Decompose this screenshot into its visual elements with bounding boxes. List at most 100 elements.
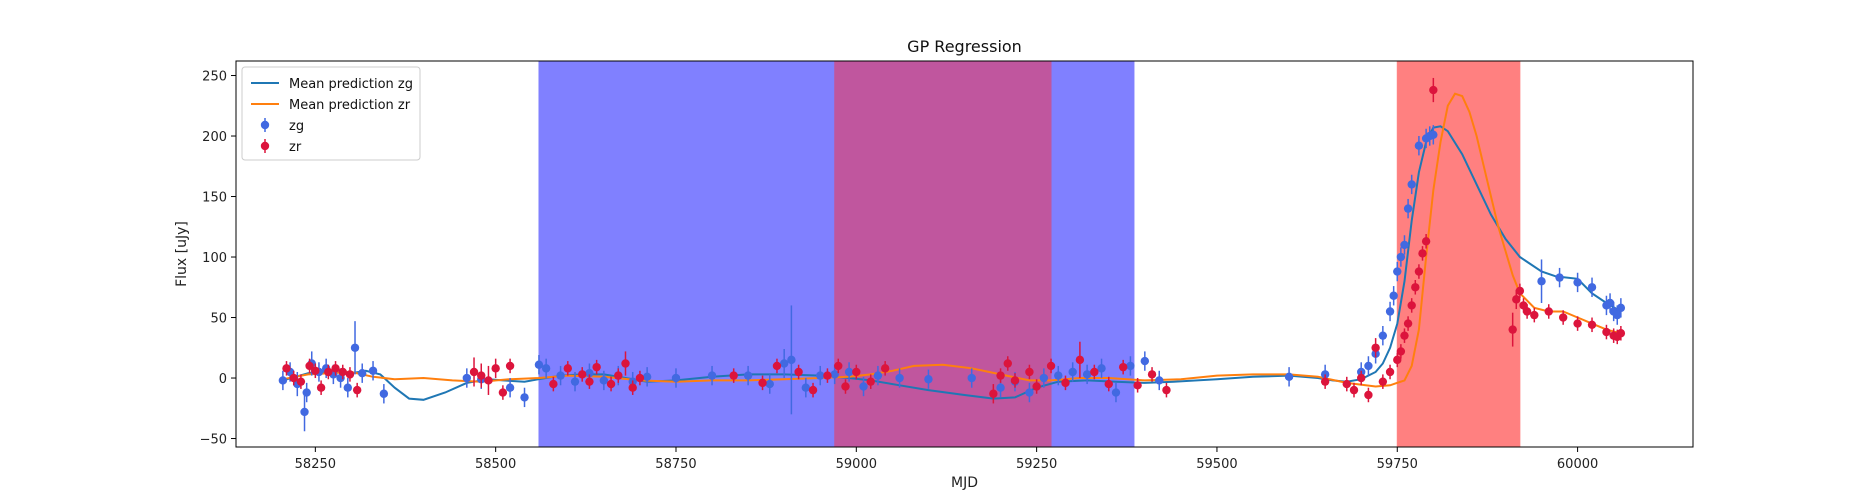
point-3-73 — [1515, 286, 1525, 296]
point-2-21 — [556, 371, 565, 380]
point-2-42 — [967, 373, 976, 383]
point-3-84 — [1616, 329, 1626, 338]
point-3-62 — [1396, 347, 1406, 356]
point-3-43 — [1032, 382, 1041, 391]
x-tick-label-60000: 60000 — [1557, 457, 1598, 472]
point-3-69 — [1421, 237, 1431, 246]
point-3-58 — [1371, 343, 1380, 352]
point-3-14 — [491, 364, 500, 373]
point-2-24 — [599, 376, 609, 385]
point-3-18 — [563, 364, 572, 373]
point-3-77 — [1544, 307, 1553, 316]
point-3-44 — [1046, 361, 1056, 371]
point-3-70 — [1429, 85, 1438, 95]
point-3-19 — [578, 370, 587, 379]
point-2-72 — [1537, 277, 1546, 286]
y-tick-label-50: 50 — [210, 312, 227, 327]
point-3-11 — [469, 367, 479, 377]
point-3-49 — [1118, 362, 1128, 372]
point-2-68 — [1414, 141, 1424, 150]
point-3-35 — [852, 367, 861, 377]
y-tick-label-200: 200 — [202, 130, 227, 145]
y-axis-label: Flux [uJy] — [174, 221, 190, 287]
point-2-55 — [1284, 372, 1294, 382]
point-3-40 — [1003, 359, 1012, 368]
point-3-55 — [1349, 385, 1359, 395]
y-tick-label-0: 0 — [219, 372, 227, 387]
point-2-77 — [1605, 298, 1615, 308]
point-3-79 — [1573, 319, 1582, 328]
point-3-81 — [1602, 327, 1611, 337]
point-2-37 — [844, 367, 854, 377]
point-3-22 — [606, 379, 616, 389]
x-tick-label-59500: 59500 — [1196, 457, 1237, 472]
point-2-17 — [505, 383, 515, 392]
point-3-13 — [484, 376, 493, 385]
point-2-32 — [779, 359, 789, 368]
point-3-31 — [808, 385, 818, 395]
point-3-50 — [1133, 381, 1142, 390]
point-2-45 — [1025, 388, 1034, 397]
point-3-26 — [635, 373, 645, 383]
point-3-37 — [880, 364, 890, 373]
point-3-3 — [305, 361, 314, 371]
y-tick-label--50: −50 — [200, 433, 227, 448]
point-3-65 — [1407, 301, 1416, 310]
point-3-46 — [1075, 355, 1085, 365]
point-2-28 — [671, 373, 681, 383]
x-tick-label-58250: 58250 — [295, 457, 336, 472]
point-2-74 — [1573, 278, 1582, 287]
point-3-60 — [1385, 367, 1395, 377]
point-2-49 — [1082, 370, 1092, 379]
point-3-71 — [1508, 325, 1517, 334]
point-3-66 — [1411, 283, 1420, 292]
point-series-3 — [282, 77, 1626, 404]
point-3-0 — [282, 364, 291, 373]
point-3-52 — [1162, 385, 1171, 395]
point-2-47 — [1054, 371, 1063, 380]
point-2-66 — [1403, 204, 1413, 213]
point-3-28 — [758, 378, 767, 388]
shaded-region-2 — [1396, 60, 1521, 448]
point-3-75 — [1522, 307, 1532, 316]
point-2-0 — [278, 376, 288, 385]
x-tick-label-59250: 59250 — [1016, 457, 1057, 472]
point-3-24 — [621, 359, 630, 368]
point-3-1 — [289, 373, 298, 383]
point-2-62 — [1389, 291, 1398, 300]
point-3-36 — [866, 377, 875, 386]
legend-label-zr-points: zr — [289, 140, 302, 155]
point-2-73 — [1555, 273, 1564, 282]
shaded-region-1 — [834, 60, 1052, 448]
point-3-23 — [614, 371, 623, 380]
point-3-38 — [989, 389, 998, 398]
point-2-38 — [859, 382, 868, 391]
point-2-67 — [1407, 180, 1416, 189]
point-2-20 — [541, 364, 551, 373]
point-3-9 — [345, 370, 355, 379]
point-2-14 — [379, 389, 389, 398]
point-2-53 — [1140, 356, 1150, 366]
x-axis-label: MJD — [951, 475, 978, 491]
point-3-45 — [1061, 378, 1070, 388]
line-series-1 — [282, 92, 1622, 388]
point-3-59 — [1378, 377, 1388, 386]
point-2-30 — [743, 371, 753, 380]
point-2-61 — [1385, 307, 1395, 316]
point-3-17 — [549, 379, 558, 389]
y-tick-label-250: 250 — [202, 70, 227, 85]
point-2-40 — [895, 373, 904, 383]
point-3-63 — [1400, 331, 1409, 340]
point-3-10 — [352, 385, 362, 395]
point-2-54 — [1155, 376, 1164, 385]
point-3-56 — [1357, 373, 1366, 383]
point-3-47 — [1090, 367, 1099, 377]
point-2-3 — [300, 407, 309, 417]
point-3-4 — [311, 366, 320, 375]
point-3-67 — [1414, 267, 1424, 276]
point-3-54 — [1342, 379, 1351, 389]
point-3-41 — [1010, 376, 1020, 385]
point-2-36 — [830, 370, 839, 379]
point-3-16 — [505, 361, 515, 371]
x-tick-label-58750: 58750 — [655, 457, 696, 472]
